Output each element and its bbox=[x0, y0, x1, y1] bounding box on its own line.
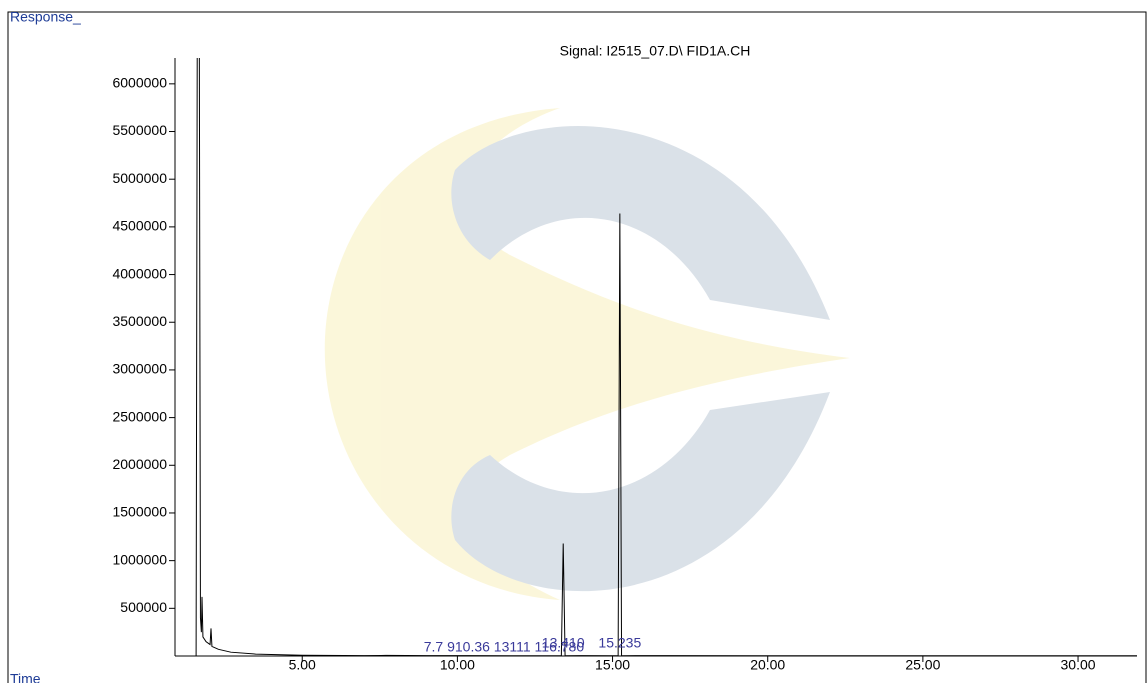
y-tick-label: 5500000 bbox=[112, 122, 167, 138]
y-tick-label: 3000000 bbox=[112, 361, 167, 377]
watermark bbox=[324, 108, 850, 600]
x-tick-label: 30.00 bbox=[1061, 657, 1096, 673]
y-tick-label: 6000000 bbox=[112, 75, 167, 91]
peak-label: 7.7 910.36 13111 116.780 bbox=[424, 639, 585, 655]
x-axis-label: Time bbox=[10, 671, 41, 683]
y-tick-label: 4500000 bbox=[112, 218, 167, 234]
y-tick-label: 5000000 bbox=[112, 170, 167, 186]
x-tick-label: 15.00 bbox=[595, 657, 630, 673]
chart-title: Signal: I2515_07.D\ FID1A.CH bbox=[560, 43, 751, 59]
peak-label: 15.235 bbox=[598, 635, 641, 651]
y-tick-label: 1000000 bbox=[112, 551, 167, 567]
y-tick-label: 2000000 bbox=[112, 456, 167, 472]
x-tick-label: 10.00 bbox=[440, 657, 475, 673]
y-tick-label: 3500000 bbox=[112, 313, 167, 329]
y-tick-label: 500000 bbox=[120, 599, 167, 615]
y-tick-label: 1500000 bbox=[112, 504, 167, 520]
peak-label: 13.410 bbox=[542, 635, 585, 651]
plot-area bbox=[195, 58, 1137, 657]
frame bbox=[7, 11, 1147, 683]
x-tick-label: 25.00 bbox=[905, 657, 940, 673]
y-axis-label: Response_ bbox=[10, 9, 81, 25]
x-tick-label: 20.00 bbox=[750, 657, 785, 673]
y-tick-label: 4000000 bbox=[112, 265, 167, 281]
y-tick-label: 2500000 bbox=[112, 408, 167, 424]
x-tick-label: 5.00 bbox=[289, 657, 316, 673]
signal-line bbox=[195, 58, 1137, 657]
